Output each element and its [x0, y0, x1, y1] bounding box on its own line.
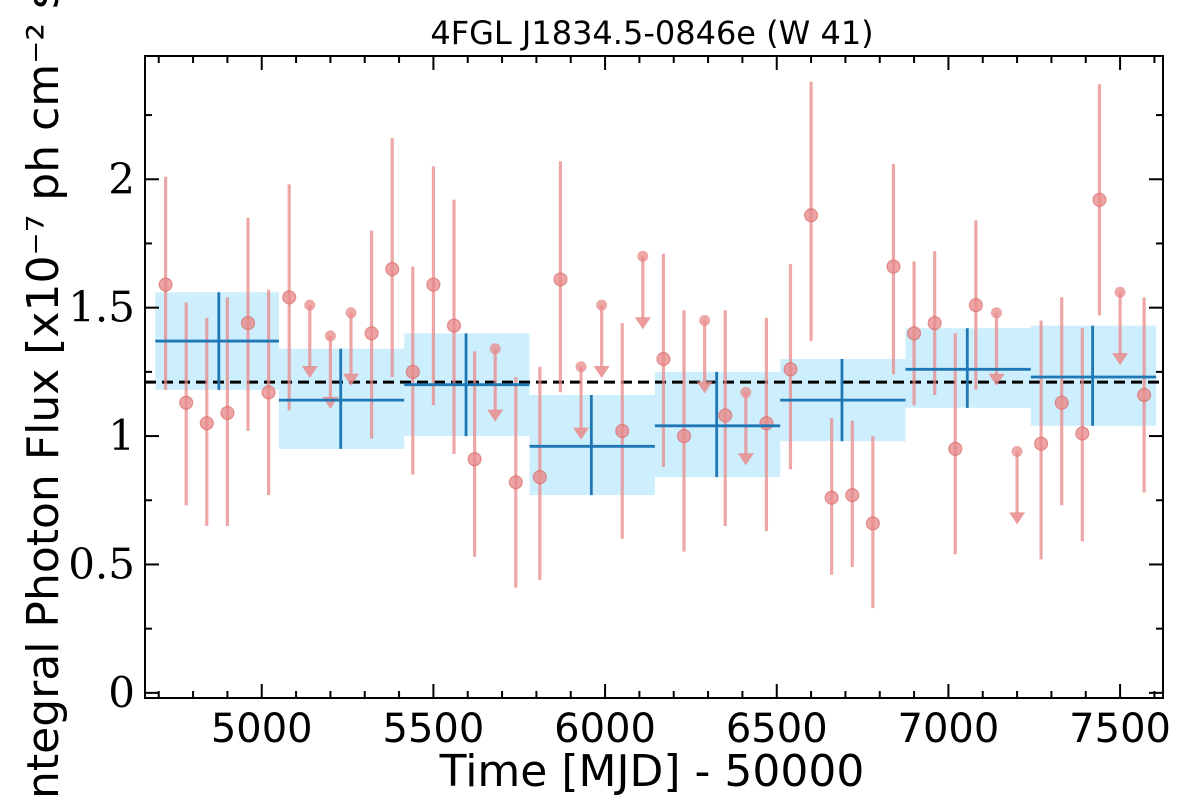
short-bin-point [220, 405, 235, 421]
upper-limit-arrow [1112, 353, 1129, 366]
short-bin-point [179, 395, 194, 410]
upper-limit-arrow [593, 366, 610, 378]
x-tick-label: 5000 [211, 706, 313, 752]
short-bin-point [467, 452, 482, 467]
axes-frame [144, 55, 1164, 699]
upper-limit-point [1011, 445, 1023, 457]
short-bin-point [199, 416, 214, 431]
upper-limit-arrow [343, 373, 360, 386]
upper-limit-point [637, 250, 649, 262]
short-bin-point [508, 475, 523, 490]
upper-limit-arrow [1009, 512, 1026, 525]
y-tick-label: 1 [108, 411, 135, 460]
short-bin-point [446, 318, 462, 333]
short-bin-point [282, 290, 297, 305]
short-bin-point [426, 277, 441, 292]
x-tick-label: 7000 [898, 706, 1000, 752]
long-bins-layer [155, 292, 1157, 496]
short-bin-point [906, 326, 922, 341]
short-bin-point [1092, 192, 1107, 207]
short-bin-point [845, 488, 860, 503]
short-bin-point [1075, 426, 1090, 441]
short-bin-point [261, 385, 276, 400]
chart-title: 4FGL J1834.5-0846e (W 41) [430, 14, 873, 52]
upper-limit-point [1114, 286, 1126, 298]
upper-limit-point [740, 386, 752, 398]
short-bin-point [1054, 395, 1069, 410]
x-tick-label: 6000 [554, 706, 656, 752]
short-bin-point [405, 364, 420, 379]
upper-limit-point [699, 315, 711, 327]
short-bin-point [656, 351, 671, 367]
upper-limit-arrow [634, 317, 651, 330]
short-bin-point [968, 297, 983, 313]
x-tick-label: 6500 [726, 706, 828, 752]
axis-ticks [145, 56, 1163, 698]
y-tick-label: 0.5 [68, 539, 135, 588]
upper-limit-point [990, 307, 1002, 319]
short-bin-point [886, 259, 901, 274]
plot-frame [144, 55, 1164, 699]
short-bin-point [803, 208, 819, 223]
upper-limit-arrow [573, 427, 590, 440]
short-bin-point [240, 315, 256, 331]
upper-limit-point [304, 299, 316, 311]
upper-limit-arrow [487, 409, 504, 422]
upper-limit-arrow [696, 381, 713, 394]
upper-limit-arrow [988, 373, 1005, 386]
short-bin-point [1034, 436, 1049, 451]
short-bin-point [385, 262, 400, 277]
short-bin-point [1137, 387, 1152, 403]
long-bin-bands [155, 292, 1157, 496]
upper-limit-arrow [737, 453, 754, 466]
upper-limit-point [596, 299, 608, 311]
short-bin-point [158, 277, 173, 292]
x-tick-label: 7500 [1069, 706, 1171, 752]
upper-limit-point [345, 307, 357, 319]
short-bin-point [948, 441, 963, 457]
upper-limit-arrow [301, 366, 318, 378]
short-bin-point [532, 470, 547, 485]
short-bin-point [865, 516, 880, 531]
y-tick-label: 1.5 [68, 283, 135, 332]
y-tick-label: 2 [108, 154, 135, 203]
y-tick-label: 0 [108, 668, 135, 717]
upper-limit-point [489, 343, 501, 355]
short-bin-point [364, 326, 379, 341]
short-bin-point [676, 428, 692, 444]
x-tick-label: 5500 [383, 706, 485, 752]
short-bin-point [718, 408, 733, 423]
short-bin-point [824, 490, 839, 505]
y-axis-label: Integral Photon Flux [x10⁻⁷ ph cm⁻² s⁻¹] [18, 0, 69, 800]
upper-limit-point [324, 330, 336, 342]
short-bin-point [783, 362, 798, 377]
short-bin-point [927, 315, 942, 331]
short-bin-point [553, 272, 568, 287]
tick-labels: 5000 5500 6000 6500 7000 7500 0 0.5 1 1.5 2 [68, 154, 1171, 752]
x-axis-label: Time [MJD] - 50000 [439, 746, 865, 797]
upper-limit-point [575, 361, 587, 373]
short-bin-point [615, 423, 630, 439]
short-bin-point [759, 416, 774, 431]
